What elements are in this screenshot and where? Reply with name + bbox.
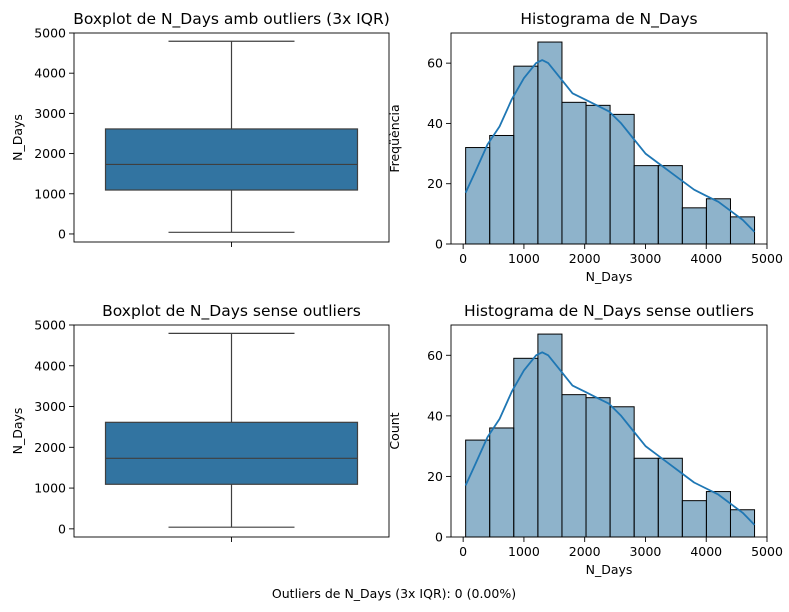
histogram-bar bbox=[537, 41, 563, 245]
y-tick-label: 40 bbox=[427, 116, 443, 131]
x-tick-label: 2000 bbox=[569, 544, 601, 559]
histogram-bar bbox=[681, 500, 707, 538]
x-tick-label: 0 bbox=[459, 544, 467, 559]
y-tick-label: 4000 bbox=[34, 358, 66, 373]
panel-title: Boxplot de N_Days sense outliers bbox=[102, 302, 361, 321]
histogram-bar bbox=[585, 104, 611, 245]
x-tick-label: 3000 bbox=[630, 544, 662, 559]
y-tick-label: 3000 bbox=[34, 399, 66, 414]
histogram-bar bbox=[513, 65, 539, 245]
y-tick-label: 60 bbox=[427, 348, 443, 363]
y-tick-label: 0 bbox=[435, 530, 443, 545]
x-tick-label: 2000 bbox=[569, 251, 601, 266]
histogram-bar bbox=[561, 101, 587, 245]
y-tick-label: 20 bbox=[427, 469, 443, 484]
x-tick-label: 5000 bbox=[751, 251, 783, 266]
boxplot-without-outliers-panel: Boxplot de N_Days sense outliers 0 1000 200… bbox=[10, 302, 390, 542]
x-axis-label: N_Days bbox=[586, 269, 633, 284]
y-tick-label: 5000 bbox=[34, 26, 66, 41]
panel-title: Histograma de N_Days sense outliers bbox=[464, 302, 754, 321]
y-axis-label: Count bbox=[387, 412, 402, 449]
x-tick-label: 1000 bbox=[508, 544, 540, 559]
y-tick-label: 2000 bbox=[34, 146, 66, 161]
y-tick-label: 0 bbox=[58, 521, 66, 536]
histogram-bar bbox=[513, 357, 539, 538]
histogram-bar bbox=[537, 333, 563, 538]
y-axis-label: Freqüència bbox=[387, 104, 402, 172]
x-axis-label: N_Days bbox=[586, 562, 633, 577]
iqr-box bbox=[104, 128, 359, 191]
y-tick-label: 0 bbox=[435, 237, 443, 252]
x-tick-label: 4000 bbox=[690, 544, 722, 559]
kde-curve bbox=[464, 351, 756, 526]
histogram-bar bbox=[729, 509, 756, 538]
y-tick-label: 60 bbox=[427, 56, 443, 71]
y-tick-label: 0 bbox=[58, 226, 66, 241]
y-tick-label: 40 bbox=[427, 408, 443, 423]
axes-frame bbox=[73, 32, 390, 243]
histogram-bar bbox=[705, 491, 731, 538]
x-tick-label: 3000 bbox=[630, 251, 662, 266]
histogram-bar bbox=[585, 397, 611, 538]
y-axis-label: N_Days bbox=[10, 114, 25, 161]
panel-title: Histograma de N_Days bbox=[520, 10, 697, 29]
histogram-bar bbox=[465, 147, 491, 245]
boxplot-with-outliers-panel: Boxplot de N_Days amb outliers (3x IQR) 0… bbox=[10, 10, 390, 247]
x-tick-label: 4000 bbox=[690, 251, 722, 266]
histogram-panel: Histograma de N_Days 0 20 40 60 Freqüència 0 10… bbox=[387, 10, 783, 284]
histogram-bar bbox=[681, 207, 707, 245]
histogram-without-outliers-panel: Histograma de N_Days sense outliers 0 20 40… bbox=[387, 302, 783, 577]
y-axis-label: N_Days bbox=[10, 408, 25, 455]
y-tick-label: 5000 bbox=[34, 318, 66, 333]
x-tick-label: 5000 bbox=[751, 544, 783, 559]
histogram-bar bbox=[489, 134, 515, 245]
x-tick-label: 0 bbox=[459, 251, 467, 266]
histogram-bar bbox=[465, 439, 491, 538]
iqr-box bbox=[104, 421, 359, 485]
histogram-bar bbox=[705, 198, 731, 245]
histogram-bar bbox=[633, 165, 659, 245]
x-tick-label: 1000 bbox=[508, 251, 540, 266]
histogram-bar bbox=[489, 427, 515, 538]
y-tick-label: 20 bbox=[427, 176, 443, 191]
axes-frame bbox=[73, 324, 390, 538]
y-tick-label: 1000 bbox=[34, 186, 66, 201]
panel-title: Boxplot de N_Days amb outliers (3x IQR) bbox=[73, 10, 390, 29]
kde-curve bbox=[464, 59, 756, 233]
y-tick-label: 3000 bbox=[34, 106, 66, 121]
footer-note: Outliers de N_Days (3x IQR): 0 (0.00%) bbox=[272, 586, 516, 601]
histogram-bar bbox=[729, 216, 756, 245]
axes-frame bbox=[450, 32, 768, 245]
y-tick-label: 1000 bbox=[34, 481, 66, 496]
y-tick-label: 2000 bbox=[34, 440, 66, 455]
axes-frame bbox=[450, 324, 768, 538]
histogram-bar bbox=[633, 457, 659, 538]
y-tick-label: 4000 bbox=[34, 66, 66, 81]
histogram-bar bbox=[561, 394, 587, 538]
